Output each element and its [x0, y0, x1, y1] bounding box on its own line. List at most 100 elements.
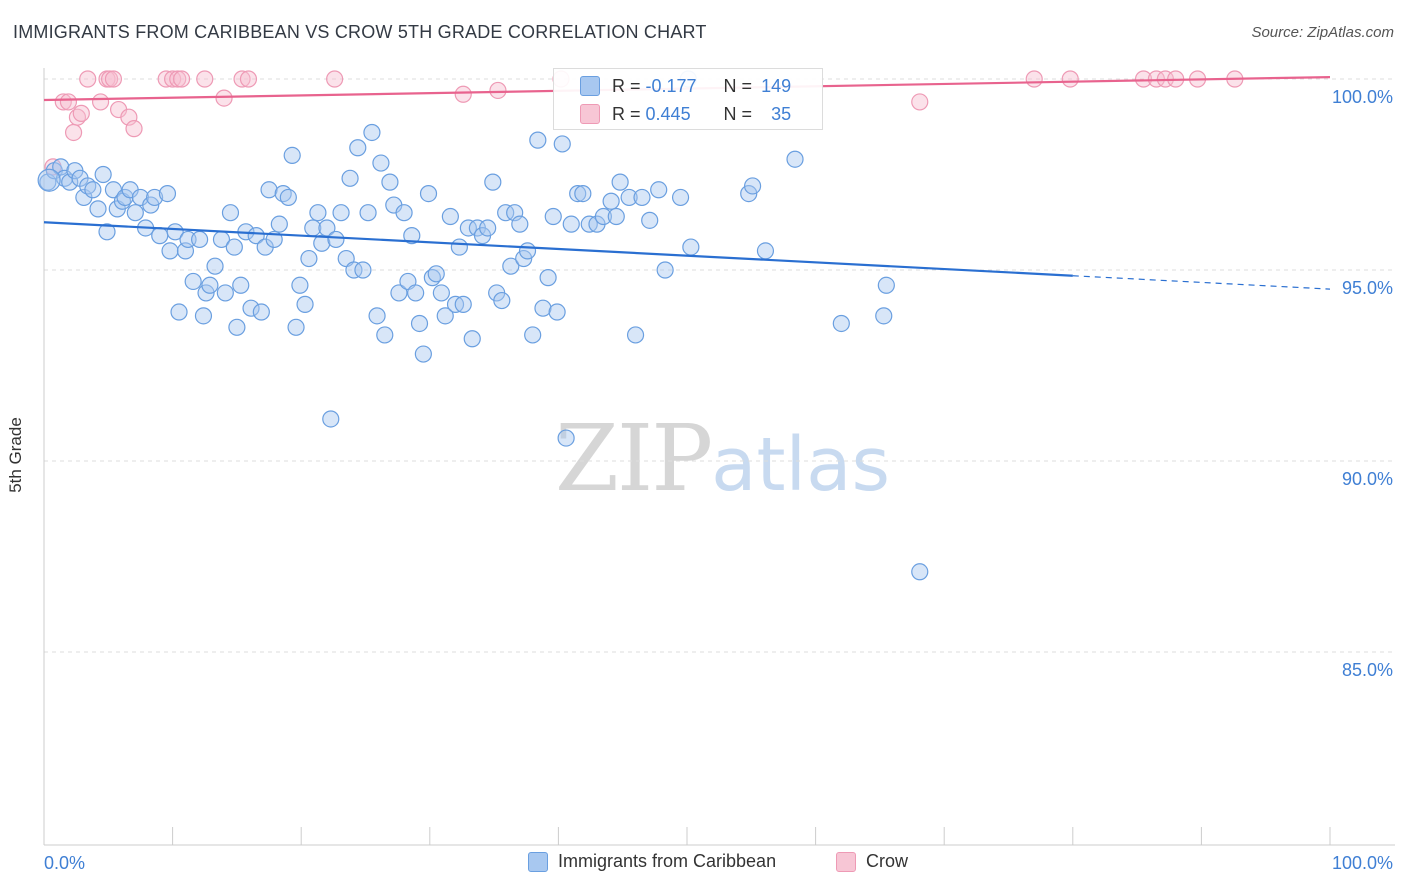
crow-point [54, 93, 72, 111]
caribbean-point [656, 261, 674, 279]
caribbean-point [441, 207, 459, 226]
caribbean-point [557, 429, 575, 447]
caribbean-point [296, 295, 314, 313]
crow-point [196, 70, 214, 88]
crow-point [1061, 70, 1079, 88]
caribbean-point [548, 303, 566, 321]
caribbean-point [539, 269, 557, 287]
legend-item-crow: Crow [836, 851, 908, 872]
crow-point [173, 70, 191, 88]
caribbean-point [620, 188, 638, 207]
caribbean-point [89, 200, 107, 218]
caribbean-point [161, 242, 179, 260]
caribbean-point [341, 169, 359, 187]
caribbean-point [283, 146, 301, 164]
caribbean-point [201, 276, 219, 294]
caribbean-point [349, 139, 367, 157]
caribbean-point [786, 150, 804, 168]
swatch-blue-icon [580, 76, 600, 96]
caribbean-point [518, 242, 537, 260]
caribbean-point [875, 307, 893, 325]
caribbean-point [562, 215, 580, 233]
caribbean-point [359, 204, 377, 222]
crow-point [100, 70, 119, 88]
caribbean-point [410, 314, 429, 333]
swatch-pink-icon [580, 104, 600, 124]
crow-point [239, 70, 258, 88]
crow-point [91, 93, 110, 111]
caribbean-point [309, 204, 327, 222]
caribbean-point [682, 238, 700, 256]
crow-point [215, 89, 233, 107]
caribbean-point [419, 185, 438, 203]
crow-point [326, 70, 344, 88]
caribbean-point [145, 188, 164, 207]
caribbean-point [497, 204, 515, 222]
legend-blue-icon [528, 851, 548, 872]
caribbean-point [463, 330, 481, 348]
caribbean-point [594, 207, 613, 226]
caribbean-point [502, 257, 520, 275]
y-tick-label: 95.0% [1342, 278, 1393, 298]
caribbean-trend-line [43, 221, 1073, 277]
caribbean-point [633, 188, 651, 207]
caribbean-point [407, 284, 425, 302]
caribbean-point [252, 303, 270, 321]
y-tick-label: 90.0% [1342, 469, 1393, 489]
crow-point [125, 120, 143, 138]
legend-label-caribbean: Immigrants from Caribbean [558, 851, 777, 871]
caribbean-point [345, 261, 363, 279]
caribbean-point [459, 219, 477, 237]
caribbean-point [191, 230, 209, 249]
caribbean-point [390, 284, 408, 302]
caribbean-point [291, 276, 309, 294]
caribbean-point [524, 326, 542, 344]
r-label: R = [612, 75, 641, 96]
caribbean-point [242, 299, 260, 317]
r-value: 0.445 [645, 103, 691, 124]
caribbean-point [671, 188, 690, 207]
stats-legend-row-caribbean: R = -0.177 N = 149 [554, 72, 791, 100]
x-tick-label: 100.0% [1332, 853, 1393, 873]
caribbean-point [911, 563, 929, 581]
caribbean-point [611, 173, 629, 191]
caribbean-point [94, 165, 112, 184]
r-label: R = [612, 103, 641, 124]
caribbean-point [450, 238, 468, 256]
n-label: N = [723, 75, 753, 96]
caribbean-point [743, 177, 762, 195]
caribbean-point [479, 219, 497, 237]
chart-title: IMMIGRANTS FROM CARIBBEAN VS CROW 5TH GR… [13, 22, 707, 42]
stats-legend: R = -0.177 N = 149 R = 0.445 N = 35 [553, 68, 823, 130]
caribbean-trend-extension [1072, 275, 1331, 290]
caribbean-point [372, 154, 390, 172]
caribbean-point [574, 185, 592, 203]
caribbean-point [313, 234, 331, 252]
crow-point [79, 70, 97, 88]
caribbean-point [534, 299, 552, 317]
caribbean-point [279, 188, 297, 207]
caribbean-point [216, 284, 234, 302]
legend-label-crow: Crow [866, 851, 909, 871]
caribbean-point [184, 272, 202, 291]
crow-point [104, 70, 123, 88]
caribbean-point [151, 227, 169, 245]
caribbean-point [363, 123, 381, 142]
caribbean-point [395, 204, 413, 222]
crow-point [164, 70, 182, 88]
r-value: -0.177 [645, 75, 697, 96]
caribbean-point [354, 261, 372, 279]
caribbean-point [225, 238, 243, 256]
caribbean-point [300, 249, 318, 268]
crow-point [454, 85, 472, 103]
crow-point [64, 123, 83, 142]
caribbean-point [221, 204, 240, 222]
caribbean-point [493, 291, 511, 310]
caribbean-point [381, 173, 399, 191]
caribbean-point [427, 265, 445, 283]
caribbean-point [260, 181, 278, 199]
caribbean-point [832, 314, 850, 333]
crow-point [1025, 70, 1043, 88]
caribbean-point [403, 227, 421, 245]
caribbean-point [228, 318, 246, 336]
